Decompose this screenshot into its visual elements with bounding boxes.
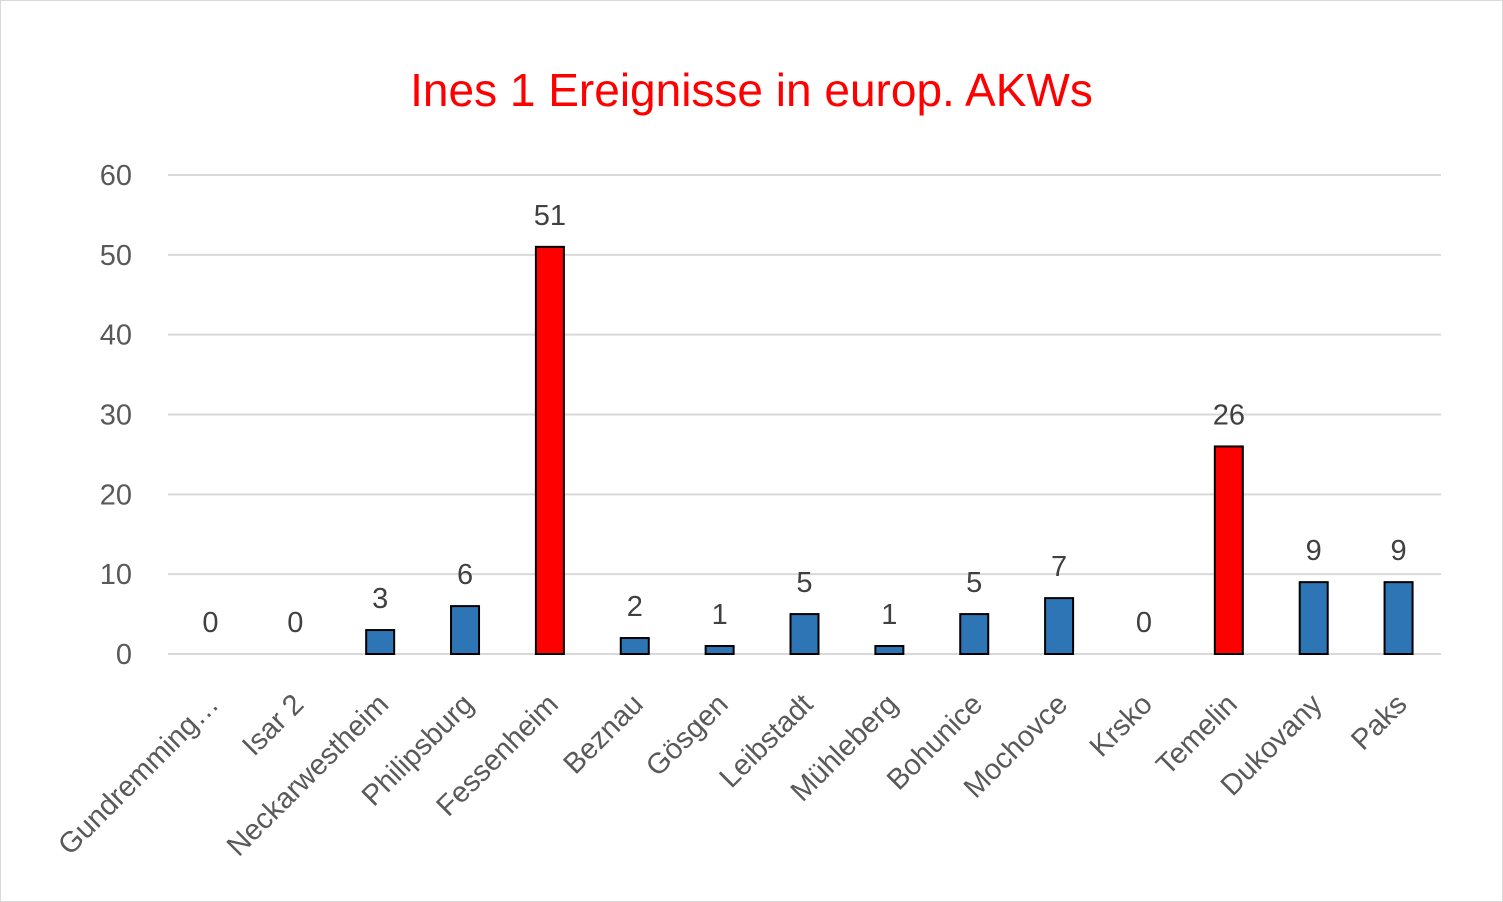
bar-neckarwestheim — [365, 629, 396, 655]
data-label: 5 — [966, 567, 982, 599]
chart-title: Ines 1 Ereignisse in europ. AKWs — [410, 64, 1093, 116]
data-label: 26 — [1213, 399, 1245, 431]
data-label: 7 — [1051, 551, 1067, 583]
bar-philipsburg — [450, 605, 481, 655]
data-label: 9 — [1390, 535, 1406, 567]
category-label: Gundremming… — [52, 688, 225, 861]
category-label: Beznau — [558, 688, 650, 780]
y-tick-label: 0 — [116, 639, 132, 671]
bar-fessenheim — [534, 245, 565, 655]
y-tick-label: 50 — [100, 240, 132, 272]
data-label: 0 — [202, 607, 218, 639]
category-label: Krsko — [1084, 688, 1159, 763]
y-tick-label: 30 — [100, 400, 132, 432]
data-label: 51 — [534, 200, 566, 232]
y-tick-label: 40 — [100, 320, 132, 352]
bar-mochovce — [1044, 597, 1075, 655]
data-label: 0 — [1136, 607, 1152, 639]
category-label: Isar 2 — [236, 688, 310, 762]
data-label: 2 — [627, 591, 643, 623]
data-label: 9 — [1306, 535, 1322, 567]
bar-leibstadt — [789, 613, 820, 655]
y-tick-label: 10 — [100, 559, 132, 591]
y-tick-label: 20 — [100, 479, 132, 511]
data-label: 1 — [712, 599, 728, 631]
y-tick-label: 60 — [100, 160, 132, 192]
bar-temelin — [1213, 445, 1244, 655]
data-label: 1 — [881, 599, 897, 631]
bar-bohunice — [959, 613, 990, 655]
bar-g-sgen — [704, 645, 735, 655]
bar-beznau — [619, 637, 650, 655]
bar-dukovany — [1298, 581, 1329, 656]
category-label: Paks — [1345, 688, 1413, 756]
data-label: 5 — [796, 567, 812, 599]
data-label: 6 — [457, 559, 473, 591]
bar-m-hleberg — [874, 645, 905, 655]
data-label: 0 — [287, 607, 303, 639]
data-label: 3 — [372, 583, 388, 615]
bar-paks — [1383, 581, 1414, 656]
